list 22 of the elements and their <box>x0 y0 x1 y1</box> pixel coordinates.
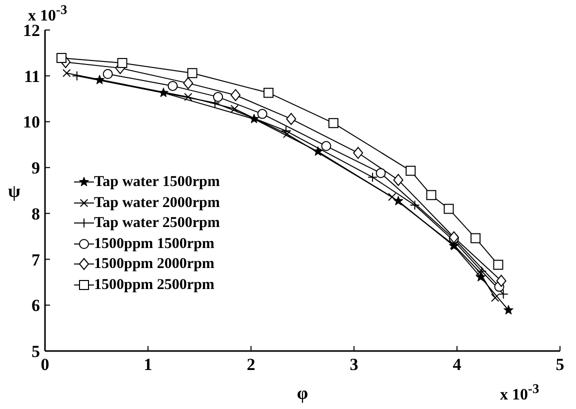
y-tick-label: 10 <box>23 112 40 132</box>
legend-label: Tap water 1500rpm <box>94 173 220 192</box>
y-axis-title: ψ <box>8 180 21 201</box>
x-tick-label: 1 <box>144 355 152 374</box>
x-tick-label: 2 <box>246 355 256 374</box>
y-tick-label: 6 <box>32 296 40 316</box>
x-tick-label: 0 <box>40 355 50 374</box>
x-tick-label: 5 <box>556 355 564 374</box>
legend-label: Tap water 2500rpm <box>94 214 220 233</box>
x-tick-label: 4 <box>452 355 462 374</box>
legend-label: 1500ppm 2000rpm <box>94 255 214 274</box>
legend-label: 1500ppm 2500rpm <box>94 276 214 294</box>
x-tick-label: 3 <box>350 355 358 374</box>
y-tick-label: 5 <box>32 342 40 362</box>
text: x 10$^{-3}$ <box>500 381 540 404</box>
legend-label: Tap water 2000rpm <box>94 194 220 212</box>
y-tick-label: 7 <box>32 250 40 270</box>
legend-label: 1500ppm 1500rpm <box>94 234 214 254</box>
x-axis-title: φ <box>296 383 308 403</box>
y-tick-label: 11 <box>24 66 40 86</box>
y-tick-label: 9 <box>32 158 40 178</box>
y-tick-label: 8 <box>32 204 40 224</box>
